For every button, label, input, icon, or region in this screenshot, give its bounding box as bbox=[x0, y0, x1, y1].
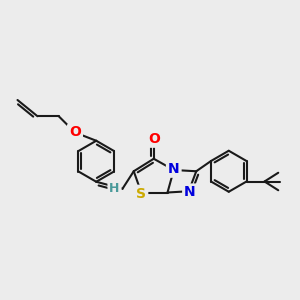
Text: S: S bbox=[136, 187, 146, 201]
Text: N: N bbox=[168, 162, 180, 176]
Text: O: O bbox=[148, 132, 160, 146]
Text: H: H bbox=[109, 182, 120, 195]
Text: O: O bbox=[69, 125, 81, 140]
Text: N: N bbox=[184, 185, 196, 200]
